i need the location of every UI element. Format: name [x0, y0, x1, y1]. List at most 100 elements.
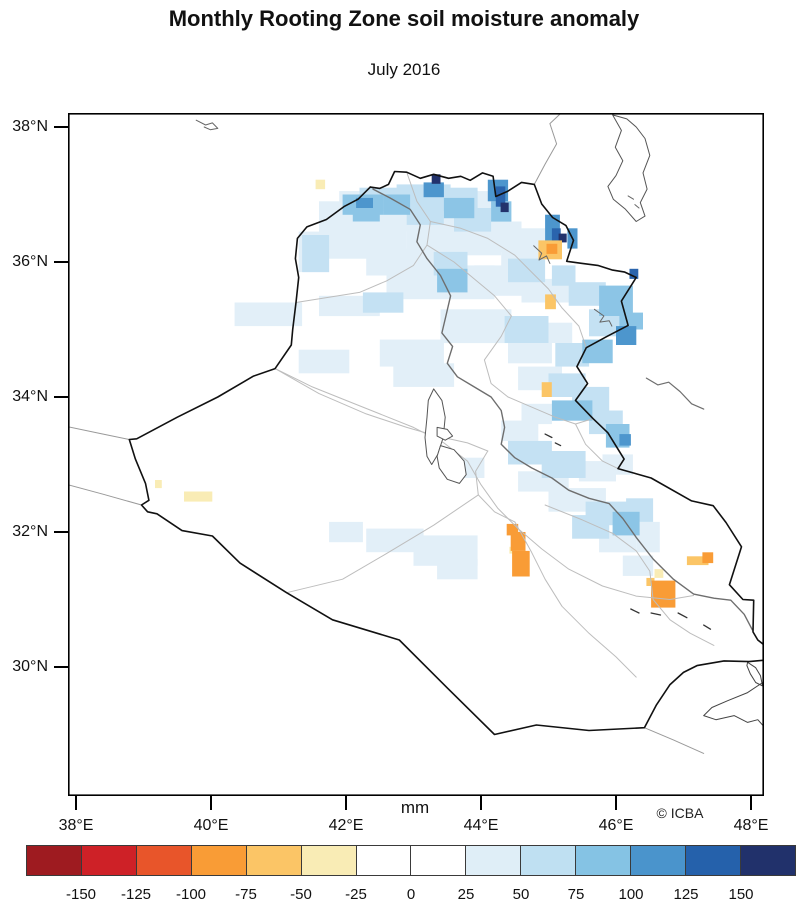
anomaly-cell [636, 521, 660, 553]
governorate-boundary [514, 521, 637, 678]
lat-tick-label: 38°N [12, 118, 48, 135]
anomaly-cell [510, 532, 526, 551]
figure-subtitle: July 2016 [367, 60, 441, 79]
colorbar-cell [410, 845, 467, 876]
anomaly-cell [443, 197, 475, 219]
anomaly-cell [155, 480, 162, 489]
colorbar [26, 845, 796, 876]
lon-tick-mark [480, 796, 482, 810]
colorbar-tick-label: -75 [235, 886, 257, 903]
anomaly-cell [508, 258, 546, 283]
neighbor-border [68, 426, 130, 440]
figure-title: Monthly Rooting Zone soil moisture anoma… [168, 6, 640, 31]
anomaly-cell [431, 174, 441, 184]
colorbar-cell [245, 845, 302, 876]
coastline [703, 681, 764, 727]
anomaly-cell [512, 550, 530, 577]
colorbar-cell [355, 845, 412, 876]
lake-squiggle [593, 308, 613, 327]
anomaly-cell [352, 204, 380, 222]
lake-outline [436, 426, 454, 441]
neighbor-border [533, 113, 562, 185]
lon-tick-mark [75, 796, 77, 810]
colorbar-tick-label: 125 [673, 886, 699, 903]
lake-outline [607, 114, 651, 222]
anomaly-cell [622, 555, 654, 576]
marsh-mark [630, 608, 640, 614]
governorate-boundary [429, 221, 587, 349]
anomaly-cell [546, 243, 558, 254]
neighbor-border [68, 484, 142, 506]
governorate-boundary [295, 171, 431, 303]
anomaly-cell [629, 268, 639, 279]
governorate-boundary [286, 494, 479, 594]
governorate-boundary [426, 244, 594, 425]
colorbar-tick-label: 25 [457, 886, 475, 903]
anomaly-cell [501, 420, 539, 441]
colorbar-tick-label: -150 [65, 886, 97, 903]
lat-tick-mark [54, 666, 68, 668]
colorbar-cell [520, 845, 577, 876]
colorbar-cell [739, 845, 796, 876]
colorbar-cell [465, 845, 522, 876]
anomaly-cell [366, 528, 424, 553]
anomaly-cell [686, 556, 709, 566]
colorbar-cell [135, 845, 192, 876]
governorate-boundary [544, 504, 715, 646]
neighbor-border [643, 727, 705, 754]
anomaly-cell [654, 569, 664, 578]
colorbar-cell [630, 845, 687, 876]
river-line [645, 377, 705, 410]
lon-tick-label: 38°E [58, 817, 94, 834]
anomaly-cell [356, 197, 373, 208]
colorbar-tick-label: 0 [406, 886, 416, 903]
marsh-mark [554, 442, 562, 447]
anomaly-cell [602, 454, 633, 475]
anomaly-cell [315, 179, 326, 190]
colorbar-cell [190, 845, 247, 876]
map-frame [68, 113, 764, 796]
lon-tick-label: 46°E [598, 817, 634, 834]
anomaly-cell [437, 559, 478, 580]
anomaly-cell [619, 434, 631, 446]
lat-tick-mark [54, 396, 68, 398]
anomaly-cell [508, 343, 552, 364]
colorbar-tick-label: 100 [618, 886, 644, 903]
anomaly-cell [702, 552, 714, 564]
tigris-river [372, 188, 754, 631]
anomaly-cell [551, 265, 576, 286]
iraq-border [369, 170, 764, 646]
colorbar-units-label: mm [400, 798, 430, 817]
coastline [746, 661, 763, 687]
anomaly-cell [504, 316, 549, 343]
anomaly-cell [572, 515, 610, 539]
lake-squiggle [533, 245, 551, 264]
anomaly-cell [582, 339, 613, 364]
colorbar-cell [26, 845, 82, 876]
colorbar-cell [300, 845, 357, 876]
map-canvas [68, 113, 764, 796]
euphrates-river [274, 368, 695, 600]
anomaly-cell [440, 309, 512, 344]
colorbar-cell [685, 845, 741, 876]
anomaly-cell [545, 294, 556, 310]
anomaly-cell [379, 339, 444, 367]
anomaly-cell [651, 580, 676, 608]
colorbar-tick-label: 50 [512, 886, 530, 903]
anomaly-cell [495, 186, 506, 207]
lake-squiggle [634, 204, 640, 209]
anomaly-cell [500, 202, 509, 213]
anomaly-cell [423, 182, 444, 198]
anomaly-cell [646, 577, 655, 586]
lat-tick-label: 34°N [12, 388, 48, 405]
anomaly-cell [508, 440, 552, 465]
colorbar-cell [575, 845, 632, 876]
anomaly-cell [383, 194, 411, 215]
lat-tick-mark [54, 261, 68, 263]
marsh-mark [703, 624, 712, 630]
anomaly-cell [329, 521, 363, 543]
anomaly-cell [541, 382, 552, 397]
attribution-text: © ICBA [656, 805, 704, 821]
colorbar-tick-label: 75 [567, 886, 585, 903]
lat-tick-mark [54, 126, 68, 128]
